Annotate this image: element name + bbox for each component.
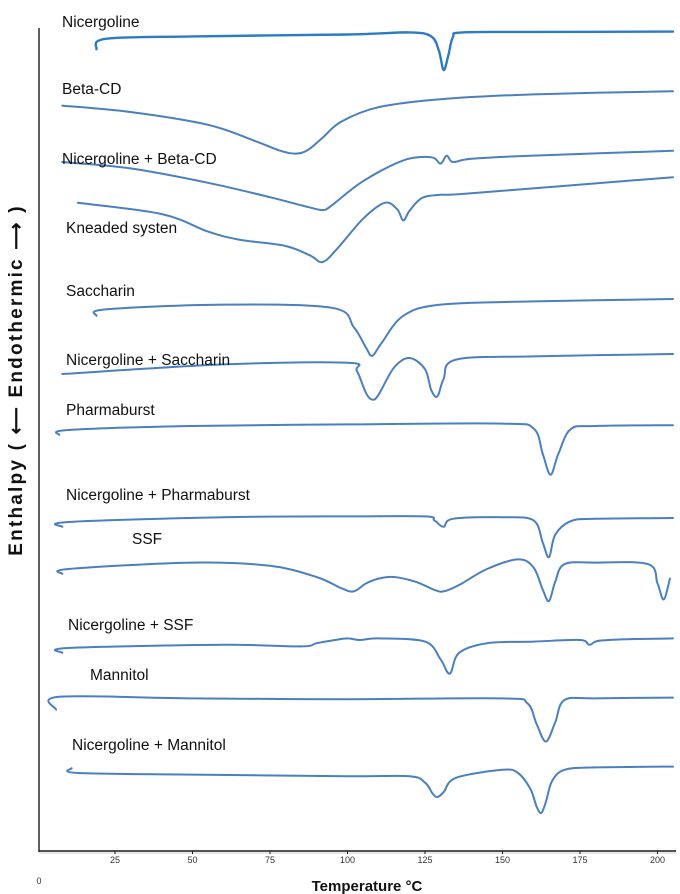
- x-tick-label: 150: [495, 855, 510, 865]
- label-kneaded-systen: Kneaded systen: [66, 220, 177, 237]
- trace-nicergoline-beta-cd: [61, 149, 674, 212]
- trace-nicergoline-mannitol: [66, 765, 674, 815]
- label-beta-cd: Beta-CD: [62, 81, 121, 98]
- x-axis-title: Temperature °C: [312, 878, 423, 894]
- trace-pharmaburst: [55, 422, 674, 476]
- x-tick-label: 100: [340, 855, 355, 865]
- label-nicergoline-ssf: Nicergoline + SSF: [68, 617, 193, 634]
- trace-saccharin: [92, 298, 674, 357]
- x-tick-label: 75: [265, 855, 275, 865]
- label-nicergoline-mannitol: Nicergoline + Mannitol: [72, 737, 226, 754]
- x-axis-ticks: 25 50 75 100 125 150 175 200: [110, 851, 665, 865]
- label-ssf: SSF: [132, 531, 162, 548]
- label-mannitol: Mannitol: [90, 667, 149, 684]
- trace-labels: Nicergoline Beta-CD Nicergoline + Beta-CD K…: [62, 14, 251, 754]
- y-axis-title: Enthalpy ( ⟵ Endothermic ⟶ ): [6, 204, 27, 555]
- axes: [38, 28, 676, 854]
- x-tick-label: 200: [650, 855, 665, 865]
- x-tick-label: 125: [417, 855, 432, 865]
- trace-nicergoline-pharmaburst: [53, 515, 674, 559]
- trace-ssf: [56, 558, 671, 603]
- x-tick-label: 175: [572, 855, 587, 865]
- trace-nicergoline: [94, 30, 675, 72]
- trace-nicergoline-saccharin: [61, 353, 674, 401]
- trace-mannitol: [47, 695, 674, 743]
- trace-nicergoline-ssf: [53, 637, 674, 675]
- label-nicergoline-saccharin: Nicergoline + Saccharin: [66, 352, 230, 369]
- trace-beta-cd: [61, 90, 674, 155]
- label-pharmaburst: Pharmaburst: [66, 402, 155, 419]
- label-nicergoline-pharmaburst: Nicergoline + Pharmaburst: [66, 487, 251, 504]
- trace-kneaded-systen: [76, 176, 674, 264]
- label-nicergoline-beta-cd: Nicergoline + Beta-CD: [62, 151, 217, 168]
- thermogram-traces: [47, 30, 675, 815]
- x-tick-label: 50: [187, 855, 197, 865]
- label-saccharin: Saccharin: [66, 283, 135, 300]
- x-tick-label: 25: [110, 855, 120, 865]
- label-nicergoline: Nicergoline: [62, 14, 140, 31]
- origin-label: 0: [36, 876, 41, 886]
